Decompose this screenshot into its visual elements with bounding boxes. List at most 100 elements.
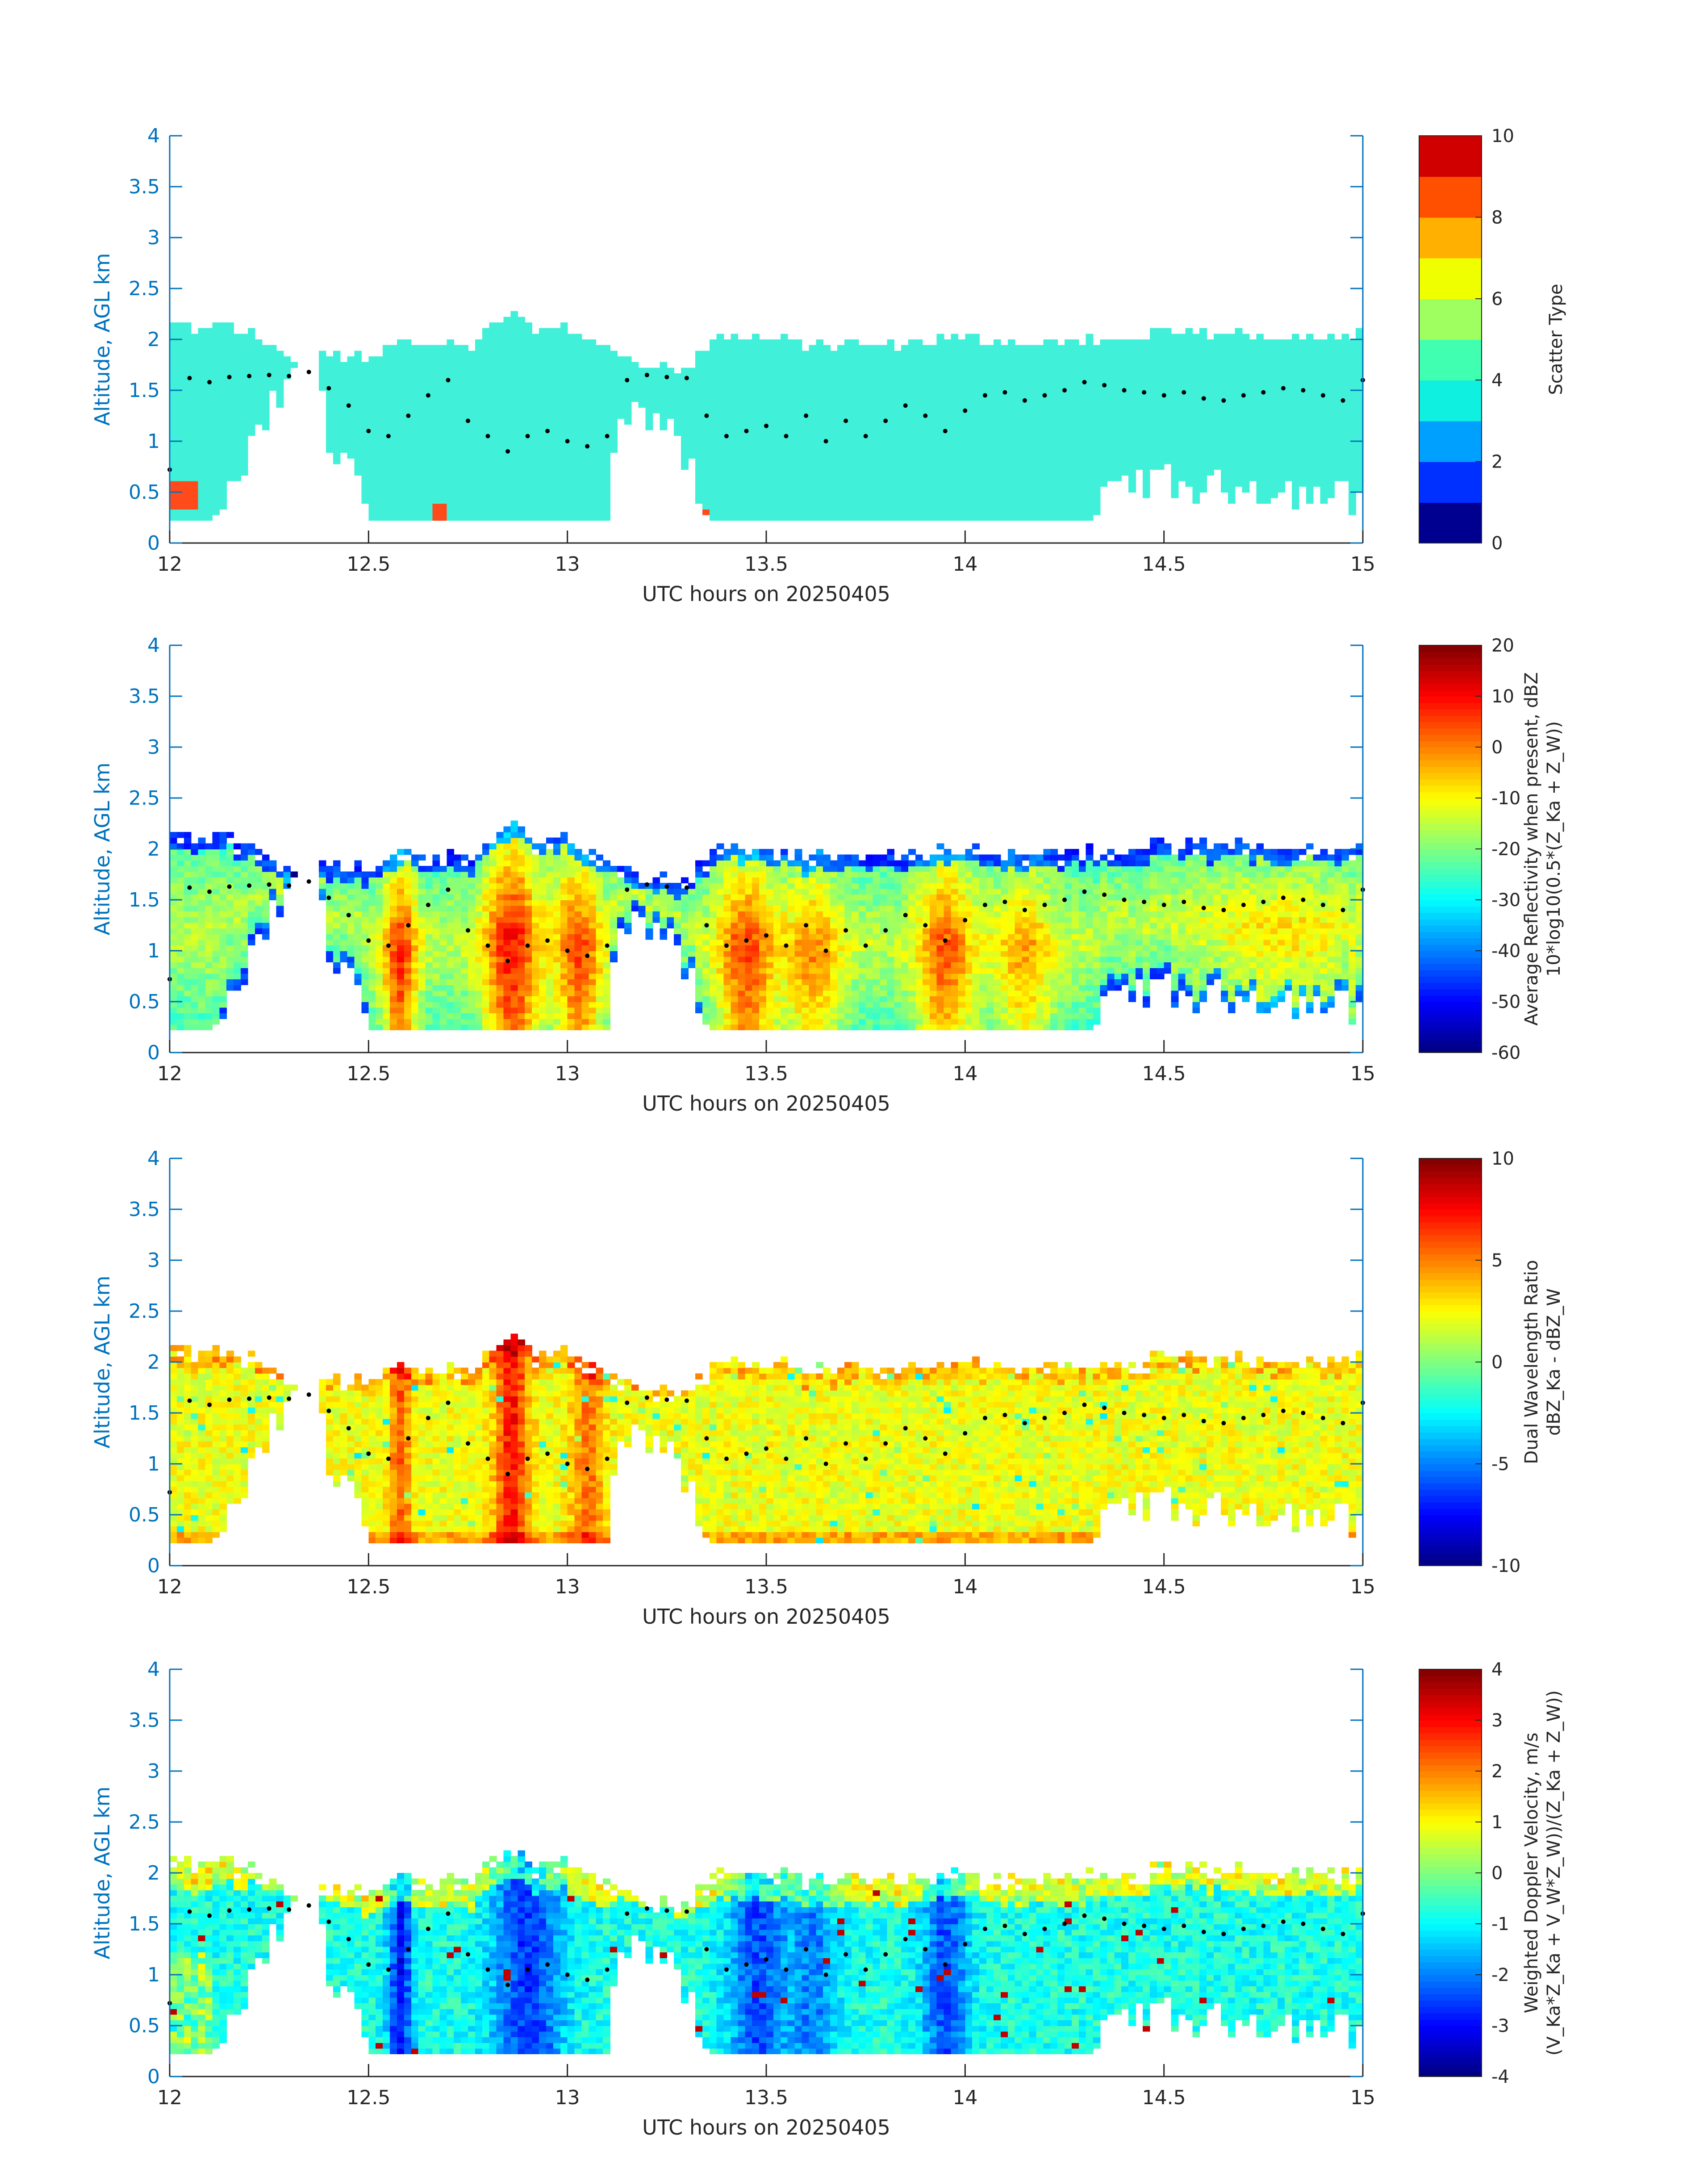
heatmap-cell (475, 345, 483, 351)
heatmap-cell (1100, 418, 1108, 425)
heatmap-cell (738, 469, 745, 476)
heatmap-cell (177, 368, 184, 374)
heatmap-cell (418, 430, 426, 436)
heatmap-cell (355, 464, 362, 470)
heatmap-cell (859, 441, 866, 447)
heatmap-cell (532, 368, 539, 374)
heatmap-cell (376, 435, 383, 442)
heatmap-cell (397, 492, 405, 498)
heatmap-cell (1207, 447, 1214, 453)
heatmap-cell (426, 413, 433, 419)
heatmap-cell (1086, 379, 1094, 385)
heatmap-cell (880, 356, 888, 363)
heatmap-cell (226, 435, 234, 442)
heatmap-cell (1242, 464, 1250, 470)
heatmap-cell (170, 441, 177, 447)
heatmap-cell (1065, 430, 1072, 436)
heatmap-cell (426, 351, 433, 357)
heatmap-cell (681, 430, 689, 436)
melting-layer-point (764, 424, 768, 428)
heatmap-cell (376, 390, 383, 397)
heatmap-cell (923, 447, 930, 453)
heatmap-cell (731, 373, 739, 380)
heatmap-cell (603, 384, 610, 391)
heatmap-cell (837, 424, 845, 430)
heatmap-cell (1278, 396, 1285, 402)
heatmap-cell (844, 469, 852, 476)
heatmap-cell (518, 498, 525, 504)
heatmap-cell (241, 424, 248, 430)
heatmap-cell (951, 390, 959, 397)
heatmap-cell (234, 345, 241, 351)
heatmap-cell (1214, 413, 1221, 419)
heatmap-cell (568, 345, 575, 351)
heatmap-cell (1150, 430, 1157, 436)
heatmap-cell (859, 418, 866, 425)
heatmap-cell (830, 486, 838, 493)
heatmap-cell (1065, 515, 1072, 521)
heatmap-cell (852, 390, 859, 397)
heatmap-cell (702, 401, 710, 408)
heatmap-cell (1292, 334, 1299, 340)
heatmap-cell (219, 866, 227, 872)
heatmap-cell (361, 362, 369, 368)
heatmap-cell (979, 345, 987, 351)
heatmap-cell (965, 464, 973, 470)
heatmap-cell (170, 928, 177, 934)
heatmap-cell (1256, 435, 1264, 442)
heatmap-cell (837, 351, 845, 357)
heatmap-cell (731, 390, 739, 397)
heatmap-cell (852, 339, 859, 346)
melting-layer-point (983, 393, 987, 397)
heatmap-cell (1015, 486, 1023, 493)
heatmap-cell (170, 515, 177, 521)
heatmap-cell (461, 464, 468, 470)
heatmap-cell (582, 486, 589, 493)
heatmap-cell (461, 475, 468, 481)
heatmap-cell (1292, 373, 1299, 380)
heatmap-cell (1050, 424, 1058, 430)
heatmap-cell (1157, 424, 1165, 430)
heatmap-cell (553, 503, 561, 510)
heatmap-cell (1256, 379, 1264, 385)
heatmap-cell (560, 339, 568, 346)
heatmap-cell (646, 390, 653, 397)
heatmap-cell (852, 441, 859, 447)
heatmap-cell (1001, 362, 1008, 368)
heatmap-cell (859, 351, 866, 357)
heatmap-cell (447, 424, 454, 430)
heatmap-cell (589, 441, 596, 447)
heatmap-cell (532, 401, 539, 408)
heatmap-cell (1207, 339, 1214, 346)
heatmap-cell (965, 469, 973, 476)
heatmap-cell (752, 424, 760, 430)
heatmap-cell (837, 469, 845, 476)
heatmap-cell (958, 481, 965, 487)
heatmap-cell (1263, 458, 1271, 464)
heatmap-cell (738, 351, 745, 357)
heatmap-cell (937, 486, 944, 493)
heatmap-cell (1249, 435, 1257, 442)
heatmap-cell (1278, 413, 1285, 419)
heatmap-cell (1349, 424, 1356, 430)
heatmap-cell (355, 356, 362, 363)
heatmap-cell (404, 481, 412, 487)
heatmap-cell (355, 424, 362, 430)
heatmap-cell (852, 481, 859, 487)
heatmap-cell (1043, 469, 1051, 476)
heatmap-cell (426, 407, 433, 414)
heatmap-cell (532, 362, 539, 368)
heatmap-cell (177, 452, 184, 459)
heatmap-cell (1192, 396, 1200, 402)
heatmap-cell (1164, 384, 1172, 391)
heatmap-cell (1221, 384, 1228, 391)
heatmap-cell (1328, 356, 1335, 363)
heatmap-cell (347, 373, 355, 380)
heatmap-cell (717, 458, 724, 464)
heatmap-cell (894, 435, 902, 442)
heatmap-cell (355, 362, 362, 368)
heatmap-cell (624, 368, 632, 374)
colorbar-segment (1419, 299, 1482, 340)
heatmap-cell (603, 368, 610, 374)
heatmap-cell (1228, 452, 1236, 459)
